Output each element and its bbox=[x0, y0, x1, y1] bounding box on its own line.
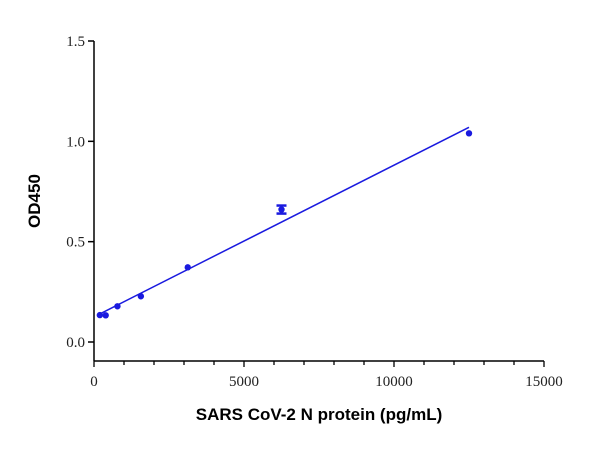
fit-line bbox=[99, 126, 470, 315]
axes: 0.0 0.5 1.0 1.5 0 5000 10000 15000 bbox=[66, 34, 563, 390]
data-points bbox=[96, 130, 473, 319]
y-tick-label: 1.5 bbox=[66, 34, 85, 50]
x-tick-label: 10000 bbox=[375, 374, 413, 390]
x-tick-label: 15000 bbox=[525, 374, 563, 390]
x-axis-title: SARS CoV-2 N protein (pg/mL) bbox=[196, 405, 443, 424]
data-point bbox=[278, 206, 285, 213]
x-tick-label: 0 bbox=[90, 374, 98, 390]
regression-line bbox=[99, 126, 470, 315]
y-tick-label: 0.5 bbox=[66, 235, 85, 251]
x-tick-label: 5000 bbox=[229, 374, 259, 390]
y-tick-label: 1.0 bbox=[66, 134, 85, 150]
data-point bbox=[102, 312, 109, 319]
data-point bbox=[465, 130, 473, 137]
data-point bbox=[137, 293, 145, 300]
data-point bbox=[114, 303, 121, 310]
data-point bbox=[184, 264, 191, 271]
data-point bbox=[96, 311, 104, 319]
y-tick-label: 0.0 bbox=[66, 335, 85, 351]
y-axis-title: OD450 bbox=[25, 174, 44, 228]
